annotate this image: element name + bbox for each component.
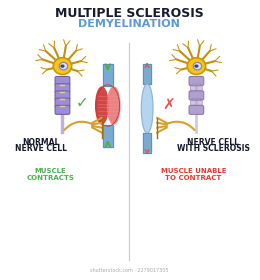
- Ellipse shape: [60, 64, 64, 68]
- Ellipse shape: [59, 62, 68, 70]
- FancyBboxPatch shape: [55, 84, 70, 93]
- Text: WITH SCLEROSIS: WITH SCLEROSIS: [177, 144, 250, 153]
- Text: MUSCLE UNABLE
TO CONTRACT: MUSCLE UNABLE TO CONTRACT: [161, 167, 226, 181]
- FancyBboxPatch shape: [191, 86, 202, 91]
- Text: shutterstock.com · 2279017305: shutterstock.com · 2279017305: [90, 267, 169, 272]
- FancyBboxPatch shape: [192, 98, 201, 101]
- Ellipse shape: [193, 62, 202, 70]
- Polygon shape: [143, 64, 151, 84]
- Polygon shape: [103, 64, 113, 86]
- Ellipse shape: [107, 86, 121, 125]
- Text: ✗: ✗: [162, 98, 175, 113]
- Polygon shape: [143, 133, 151, 153]
- FancyBboxPatch shape: [191, 100, 202, 105]
- FancyBboxPatch shape: [189, 91, 204, 100]
- Ellipse shape: [194, 64, 198, 68]
- Text: MUSCLE
CONTRACTS: MUSCLE CONTRACTS: [27, 167, 75, 181]
- FancyBboxPatch shape: [189, 105, 204, 114]
- FancyBboxPatch shape: [55, 105, 70, 114]
- FancyBboxPatch shape: [55, 76, 70, 85]
- Text: MULTIPLE SCLEROSIS: MULTIPLE SCLEROSIS: [55, 8, 204, 20]
- Text: ✓: ✓: [76, 95, 88, 110]
- FancyBboxPatch shape: [55, 91, 70, 100]
- Polygon shape: [103, 125, 113, 147]
- Text: DEMYELINATION: DEMYELINATION: [79, 19, 180, 29]
- Ellipse shape: [187, 58, 206, 74]
- Text: NERVE CELL: NERVE CELL: [187, 138, 239, 147]
- Ellipse shape: [141, 84, 153, 133]
- FancyBboxPatch shape: [192, 84, 201, 86]
- Text: NERVE CELL: NERVE CELL: [15, 144, 67, 153]
- FancyBboxPatch shape: [189, 76, 204, 85]
- Ellipse shape: [95, 86, 109, 125]
- Text: NORMAL: NORMAL: [22, 138, 60, 147]
- Ellipse shape: [53, 58, 72, 74]
- FancyBboxPatch shape: [55, 98, 70, 107]
